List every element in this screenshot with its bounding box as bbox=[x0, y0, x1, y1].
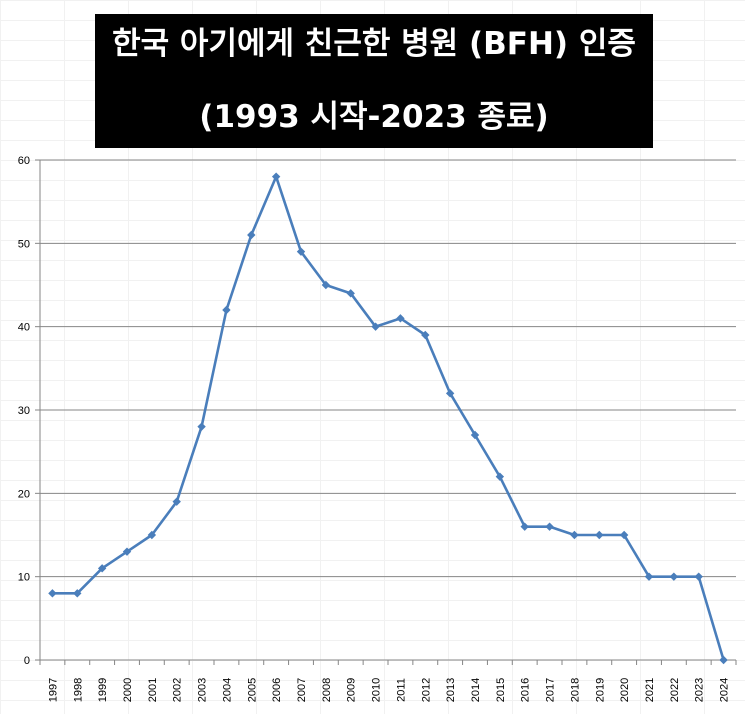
chart-title-line-2: (1993 시작-2023 종료) bbox=[199, 99, 549, 135]
data-point-2020 bbox=[619, 530, 629, 540]
x-tick-label-2020: 2020 bbox=[619, 678, 631, 702]
data-point-2022 bbox=[669, 572, 679, 581]
x-tick-label-1999: 1999 bbox=[97, 678, 109, 702]
axes bbox=[35, 159, 737, 665]
chart-title-line-1: 한국 아기에게 친근한 병원 (BFH) 인증 bbox=[112, 26, 636, 62]
data-point-1998 bbox=[73, 589, 82, 598]
x-tick-label-2013: 2013 bbox=[445, 678, 457, 702]
x-tick-label-2022: 2022 bbox=[669, 678, 681, 702]
series-line-0 bbox=[52, 175, 725, 661]
data-point-2023 bbox=[694, 572, 703, 581]
x-tick-label-2003: 2003 bbox=[197, 678, 209, 702]
data-point-2019 bbox=[595, 530, 604, 540]
x-tick-label-2017: 2017 bbox=[545, 678, 557, 702]
x-tick-label-2000: 2000 bbox=[122, 678, 134, 702]
data-point-2016 bbox=[520, 522, 529, 531]
y-tick-label-10: 10 bbox=[18, 572, 30, 584]
x-tick-label-2007: 2007 bbox=[296, 678, 308, 702]
x-tick-label-2012: 2012 bbox=[420, 678, 432, 702]
data-point-2015 bbox=[495, 472, 505, 481]
x-tick-label-2001: 2001 bbox=[147, 678, 159, 702]
data-point-2012 bbox=[421, 330, 430, 340]
data-point-2024 bbox=[719, 655, 728, 665]
data-point-2001 bbox=[147, 530, 157, 540]
x-tick-label-2018: 2018 bbox=[569, 678, 581, 702]
x-tick-label-2004: 2004 bbox=[221, 678, 233, 702]
y-axis-tick-labels: 0 10 20 30 40 50 60 bbox=[18, 155, 30, 667]
gridlines bbox=[40, 159, 736, 578]
x-tick-label-2024: 2024 bbox=[719, 678, 731, 702]
x-tick-label-2014: 2014 bbox=[470, 678, 482, 702]
x-tick-label-2008: 2008 bbox=[321, 678, 333, 702]
data-point-1997 bbox=[48, 589, 57, 598]
data-point-2011 bbox=[396, 314, 405, 323]
data-point-2002 bbox=[172, 497, 181, 506]
y-tick-label-50: 50 bbox=[18, 238, 30, 250]
data-point-2006 bbox=[271, 172, 281, 181]
y-tick-label-20: 20 bbox=[18, 488, 30, 500]
y-tick-label-30: 30 bbox=[18, 405, 30, 417]
data-point-2021 bbox=[644, 572, 654, 581]
chart-title-box: 한국 아기에게 친근한 병원 (BFH) 인증 (1993 시작-2023 종료… bbox=[95, 14, 653, 148]
x-tick-label-1998: 1998 bbox=[72, 678, 84, 702]
x-tick-label-2006: 2006 bbox=[271, 678, 283, 702]
series-layer bbox=[48, 172, 728, 665]
x-tick-label-2010: 2010 bbox=[371, 678, 383, 702]
y-tick-label-0: 0 bbox=[24, 655, 30, 667]
x-tick-label-2002: 2002 bbox=[172, 678, 184, 702]
data-point-2014 bbox=[470, 430, 480, 440]
x-tick-label-2016: 2016 bbox=[520, 678, 532, 702]
data-point-1999 bbox=[97, 564, 107, 573]
data-point-2010 bbox=[371, 322, 380, 331]
x-tick-label-2015: 2015 bbox=[495, 678, 507, 702]
data-point-2009 bbox=[346, 289, 355, 298]
x-tick-label-2011: 2011 bbox=[395, 678, 407, 702]
x-axis-tick-labels: 1997 1998 1999 2000 2001 2002 2003 2004 2005 2006… bbox=[47, 678, 730, 702]
data-point-2013 bbox=[445, 389, 455, 398]
x-tick-label-2023: 2023 bbox=[694, 678, 706, 702]
data-point-2000 bbox=[122, 547, 132, 556]
data-point-2003 bbox=[197, 422, 206, 431]
data-point-2007 bbox=[296, 247, 306, 256]
data-point-2008 bbox=[321, 280, 331, 290]
x-tick-label-2021: 2021 bbox=[644, 678, 656, 702]
data-point-2017 bbox=[545, 522, 554, 531]
x-tick-label-2005: 2005 bbox=[246, 678, 258, 702]
x-tick-label-1997: 1997 bbox=[47, 678, 59, 702]
data-point-2004 bbox=[222, 305, 231, 315]
y-tick-label-40: 40 bbox=[18, 322, 30, 334]
data-point-2005 bbox=[247, 230, 256, 240]
x-tick-label-2009: 2009 bbox=[346, 678, 358, 702]
data-point-2018 bbox=[570, 530, 579, 540]
x-tick-label-2019: 2019 bbox=[594, 678, 606, 702]
y-tick-label-60: 60 bbox=[18, 155, 30, 167]
